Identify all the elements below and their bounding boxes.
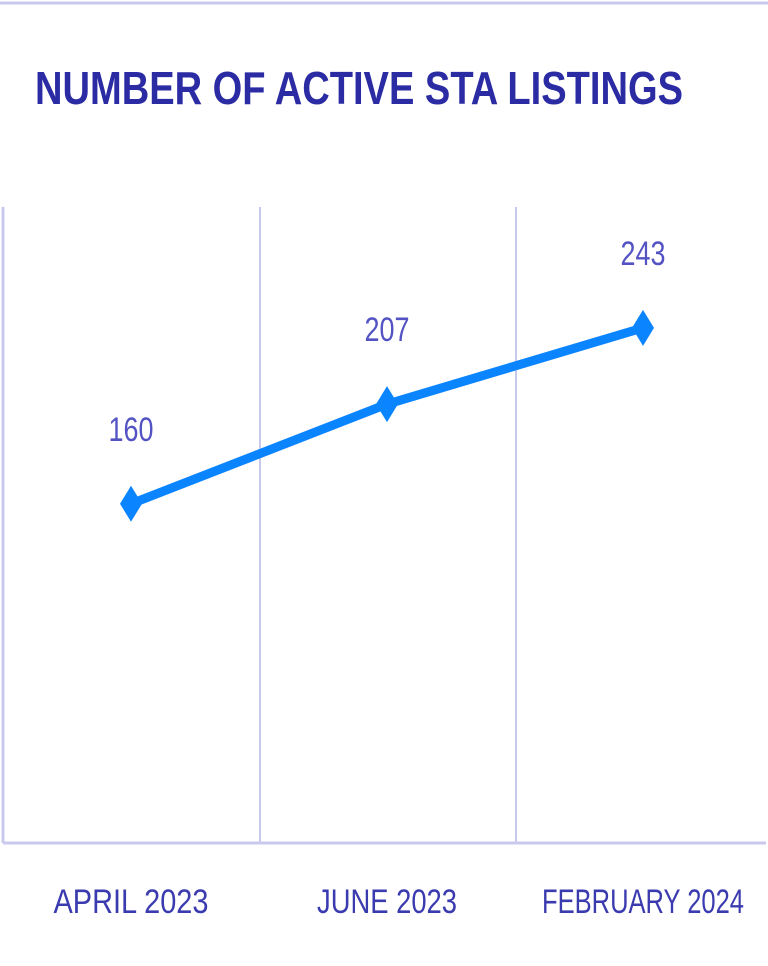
x-tick-label: JUNE 2023 bbox=[317, 883, 457, 921]
data-label: 243 bbox=[621, 235, 666, 273]
data-label: 160 bbox=[109, 411, 154, 449]
data-point bbox=[376, 386, 398, 423]
x-tick-label: FEBRUARY 2024 bbox=[542, 883, 744, 921]
data-label: 207 bbox=[365, 311, 410, 349]
data-point bbox=[632, 309, 654, 346]
chart-title: NUMBER OF ACTIVE STA LISTINGS bbox=[35, 62, 683, 114]
x-tick-label: APRIL 2023 bbox=[54, 883, 209, 921]
data-point bbox=[120, 485, 142, 522]
